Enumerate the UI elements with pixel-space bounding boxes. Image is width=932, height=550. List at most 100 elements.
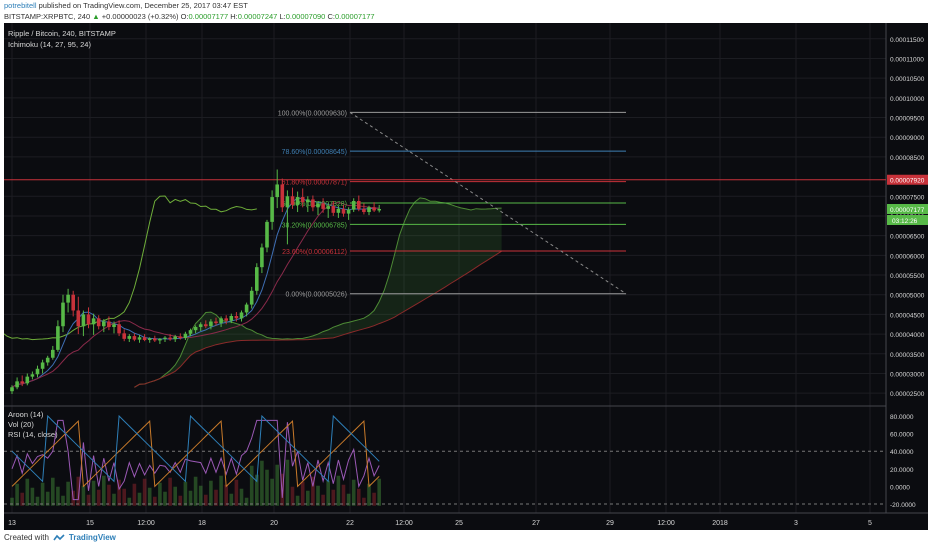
candle-body — [265, 221, 269, 248]
candle — [35, 365, 40, 378]
candle-body — [107, 321, 111, 328]
candle — [270, 190, 274, 230]
candle-body — [25, 376, 30, 384]
price-tag-label: 0.00007177 — [890, 207, 925, 214]
open-value: 0.00007177 — [188, 12, 229, 21]
tradingview-brand-link[interactable]: TradingView — [68, 533, 116, 542]
candle — [61, 294, 65, 333]
candle-body — [219, 318, 223, 324]
candle — [71, 290, 75, 317]
time-tick-label: 3 — [794, 520, 798, 527]
volume-bar — [341, 484, 346, 506]
indicator-legend: Aroon (14) — [8, 410, 44, 419]
candle — [25, 373, 30, 386]
volume-bar — [336, 475, 341, 506]
candle-body — [244, 304, 249, 313]
volume-bar — [112, 493, 116, 506]
candle — [45, 355, 50, 366]
indicator-tick-label: 40.0000 — [890, 449, 914, 456]
volume-bar — [81, 485, 86, 506]
candle-body — [51, 349, 55, 358]
candle-body — [362, 208, 366, 213]
symbol-label: BITSTAMP:XRPBTC, 240 — [4, 12, 91, 21]
time-tick-label: 27 — [532, 520, 540, 527]
candle — [239, 310, 244, 322]
candle — [280, 178, 285, 213]
candle — [336, 205, 341, 218]
fib-trend-line — [349, 111, 627, 295]
author-link[interactable]: potrebitell — [4, 1, 37, 10]
candle-body — [285, 196, 290, 208]
candle — [153, 335, 157, 342]
price-tick-label: 0.00011500 — [890, 37, 924, 44]
price-tag-label: 0.00007920 — [890, 178, 925, 185]
volume-bar — [86, 494, 91, 506]
volume-bar — [158, 482, 162, 506]
volume-bar — [153, 496, 157, 506]
candle-body — [204, 324, 208, 327]
candle — [51, 345, 55, 360]
candle-body — [188, 330, 193, 334]
price-tick-label: 0.00005000 — [890, 293, 925, 300]
volume-bar — [239, 488, 244, 506]
volume-bar — [316, 485, 320, 506]
close-label: C: — [327, 12, 335, 21]
price-tick-label: 0.00009000 — [890, 135, 925, 142]
volume-bar — [300, 481, 305, 506]
candle — [122, 329, 126, 342]
candle — [127, 334, 132, 342]
rsi-line — [11, 419, 380, 501]
candle — [326, 203, 330, 218]
candle-body — [132, 336, 137, 340]
volume-bar — [188, 490, 193, 506]
candle — [76, 296, 81, 335]
price-tick-label: 0.00008500 — [890, 155, 925, 162]
candle-body — [112, 324, 116, 328]
candle — [102, 319, 106, 333]
candles-layer — [10, 169, 381, 394]
ohlc-line: BITSTAMP:XRPBTC, 240 ▲ +0.00000023 (+0.3… — [4, 12, 375, 21]
volume-bar — [357, 488, 361, 506]
price-axis[interactable]: 0.00011500 0.00011000 0.00010500 0.00010000… — [887, 37, 928, 509]
volume-bar — [362, 497, 366, 506]
candle-body — [61, 302, 65, 327]
price-chart[interactable]: 100.00%(0.00009630) 78.60%(0.00008645) 61.… — [4, 23, 928, 530]
price-tick-label: 0.00011000 — [890, 56, 924, 63]
candle-body — [341, 208, 346, 214]
candle-body — [147, 338, 152, 341]
time-tick-label: 20 — [270, 520, 278, 527]
volume-bar — [306, 490, 310, 506]
candle — [311, 195, 315, 212]
grid-lines — [4, 23, 928, 514]
candle — [341, 204, 346, 217]
price-tick-label: 0.00004500 — [890, 312, 925, 319]
price-tick-label: 0.00004000 — [890, 332, 925, 339]
fib-level-label: 78.60%(0.00008645) — [282, 149, 347, 156]
volume-bar — [45, 491, 50, 506]
volume-bar — [224, 484, 228, 506]
countdown-tag — [887, 214, 928, 225]
volume-bar — [351, 479, 356, 506]
volume-bar — [209, 480, 213, 506]
candle-body — [10, 387, 14, 392]
candle-body — [306, 199, 310, 203]
volume-bar — [346, 493, 351, 506]
volume-bar — [35, 496, 40, 506]
candle — [198, 322, 203, 331]
volume-bar — [367, 483, 371, 506]
candle-body — [336, 208, 341, 213]
candle — [178, 333, 183, 340]
volume-bar — [331, 489, 336, 506]
price-tag — [887, 203, 928, 214]
candle-body — [96, 318, 101, 327]
fib-level-label: 38.20%(0.00006785) — [282, 222, 347, 229]
volume-bar — [183, 481, 188, 506]
candle-body — [66, 294, 70, 303]
indicator-legend: RSI (14, close) — [8, 430, 58, 439]
candle-body — [239, 312, 244, 319]
volume-bar — [260, 460, 264, 506]
candle-body — [178, 336, 183, 339]
ichimoku-span-b — [134, 250, 502, 388]
candle-body — [377, 208, 381, 211]
time-axis[interactable]: 13 15 12:00 18 20 22 12:00 25 27 29 12:00 2018 3 5 — [8, 520, 872, 527]
